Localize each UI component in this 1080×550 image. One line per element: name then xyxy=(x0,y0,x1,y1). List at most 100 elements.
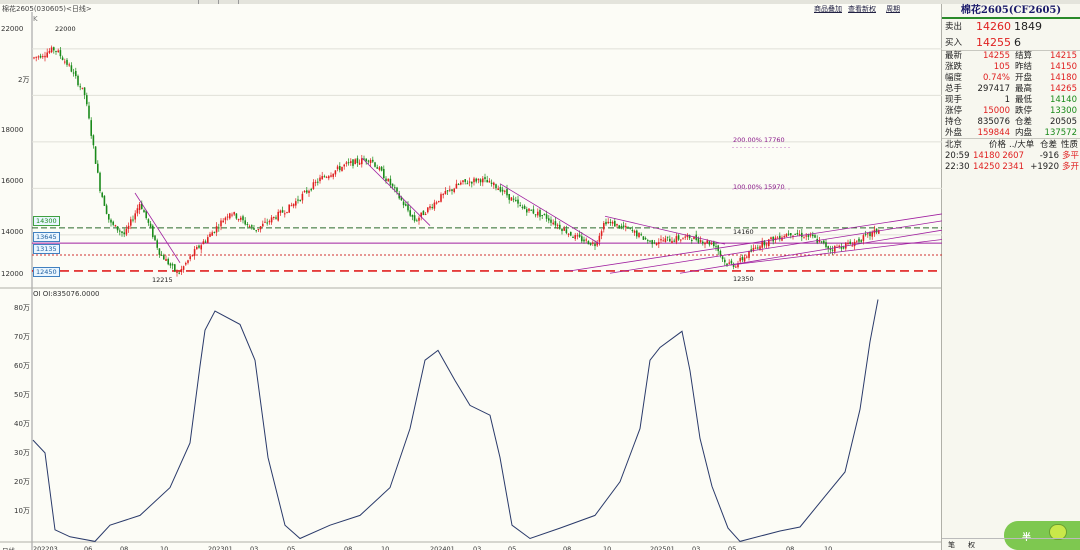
minimize-icon[interactable] xyxy=(198,0,208,4)
candle-body xyxy=(211,232,213,236)
candle-body xyxy=(125,228,128,235)
candle-body xyxy=(583,239,585,242)
stat-value: 1 xyxy=(1004,95,1010,105)
candle-body xyxy=(618,225,620,228)
candle-body xyxy=(363,158,365,160)
trendline xyxy=(609,220,942,274)
candle-body xyxy=(834,245,836,252)
candle-body xyxy=(499,187,502,192)
candle-body xyxy=(856,240,858,242)
tick-price: 14180 xyxy=(972,151,1000,161)
candle-body xyxy=(398,193,400,199)
stat-label: 幅度 xyxy=(945,73,963,83)
candle-body xyxy=(72,72,75,74)
candle-body xyxy=(589,242,592,245)
candle-body xyxy=(400,196,403,201)
bid-row[interactable]: 买入 14255 6 xyxy=(942,35,1080,51)
candle-body xyxy=(220,220,222,227)
candle-body xyxy=(46,52,48,58)
candle-body xyxy=(389,178,392,185)
candle-body xyxy=(554,221,557,226)
candle-body xyxy=(600,231,603,236)
candle-body xyxy=(266,222,268,224)
candle-body xyxy=(644,238,647,240)
candle-body xyxy=(757,247,759,249)
candle-body xyxy=(328,176,330,179)
candle-body xyxy=(292,203,295,207)
period-button[interactable]: 周期 xyxy=(886,5,900,13)
level-box-14300: 14300 xyxy=(33,216,60,226)
ticks-header-oi: 仓差 xyxy=(1040,140,1058,150)
stat-value: 20505 xyxy=(1049,117,1077,127)
ask-row[interactable]: 卖出 14260 1849 xyxy=(942,19,1080,35)
candle-body xyxy=(37,56,40,58)
candle-body xyxy=(629,227,631,229)
candle-body xyxy=(592,242,594,244)
candle-body xyxy=(622,225,625,228)
view-rights-button[interactable]: 查看新权 xyxy=(848,5,876,13)
candle-body xyxy=(669,238,671,242)
restore-icon[interactable] xyxy=(218,0,228,4)
candle-body xyxy=(361,158,363,165)
price-tick: 18000 xyxy=(1,126,24,134)
candle-body xyxy=(105,205,108,214)
candle-body xyxy=(649,240,651,242)
stat-value: 14215 xyxy=(1049,51,1077,61)
kline-chart[interactable] xyxy=(0,4,942,550)
x-tick: 03 xyxy=(692,545,701,550)
x-tick: 10 xyxy=(603,545,612,550)
candle-body xyxy=(721,256,724,260)
stat-row: 持仓 835076 仓差 20505 xyxy=(942,117,1080,128)
candle-body xyxy=(440,194,442,202)
candle-body xyxy=(743,257,746,262)
candle-body xyxy=(633,230,636,233)
candle-body xyxy=(251,225,253,227)
stat-label: 外盘 xyxy=(945,128,963,138)
candle-body xyxy=(563,228,565,231)
tick-price: 14250 xyxy=(972,162,1000,172)
candle-body xyxy=(367,160,370,162)
candle-body xyxy=(587,241,590,245)
tab-trades[interactable]: 笔 xyxy=(948,541,955,549)
overlay-commodity-button[interactable]: 商品叠加 xyxy=(814,5,842,13)
candle-body xyxy=(853,241,856,247)
oi-line xyxy=(32,299,879,542)
candle-body xyxy=(163,255,165,260)
candle-body xyxy=(255,230,257,232)
candle-body xyxy=(550,219,552,223)
tab-rights[interactable]: 权 xyxy=(968,541,975,549)
chart-area[interactable]: 棉花2605(030605)<日线> 商品叠加 查看新权 周期 K 22000 … xyxy=(0,4,942,550)
tick-vol: 2607 xyxy=(1002,151,1024,161)
close-icon[interactable] xyxy=(238,0,248,4)
x-tick: 202501 xyxy=(650,545,675,550)
candle-body xyxy=(53,47,55,51)
oi-tick: 30万 xyxy=(14,449,30,457)
candle-body xyxy=(422,210,425,216)
candle-body xyxy=(754,247,757,249)
oi-tick: 20万 xyxy=(14,478,30,486)
chart-corner-mark[interactable]: K xyxy=(33,15,38,23)
candle-body xyxy=(132,219,134,221)
candle-body xyxy=(209,233,211,237)
candle-body xyxy=(229,213,231,219)
candle-body xyxy=(306,190,308,193)
stat-row: 现手 1 最低 14140 xyxy=(942,95,1080,106)
candle-body xyxy=(130,219,132,226)
candle-body xyxy=(215,226,218,233)
candle-body xyxy=(420,212,422,217)
candle-body xyxy=(405,204,407,206)
candle-body xyxy=(858,238,860,242)
candle-body xyxy=(627,227,629,229)
price-tick: 2万 xyxy=(18,76,30,84)
level-label-14160: 14160 xyxy=(733,228,754,236)
candle-body xyxy=(466,183,469,185)
bid-label: 买入 xyxy=(945,38,963,48)
candle-body xyxy=(691,239,693,241)
candle-body xyxy=(70,65,73,72)
candle-body xyxy=(521,206,524,208)
candle-body xyxy=(647,240,649,242)
candle-body xyxy=(860,240,862,242)
candle-body xyxy=(213,231,216,233)
candle-body xyxy=(341,166,343,172)
candle-body xyxy=(59,50,62,57)
